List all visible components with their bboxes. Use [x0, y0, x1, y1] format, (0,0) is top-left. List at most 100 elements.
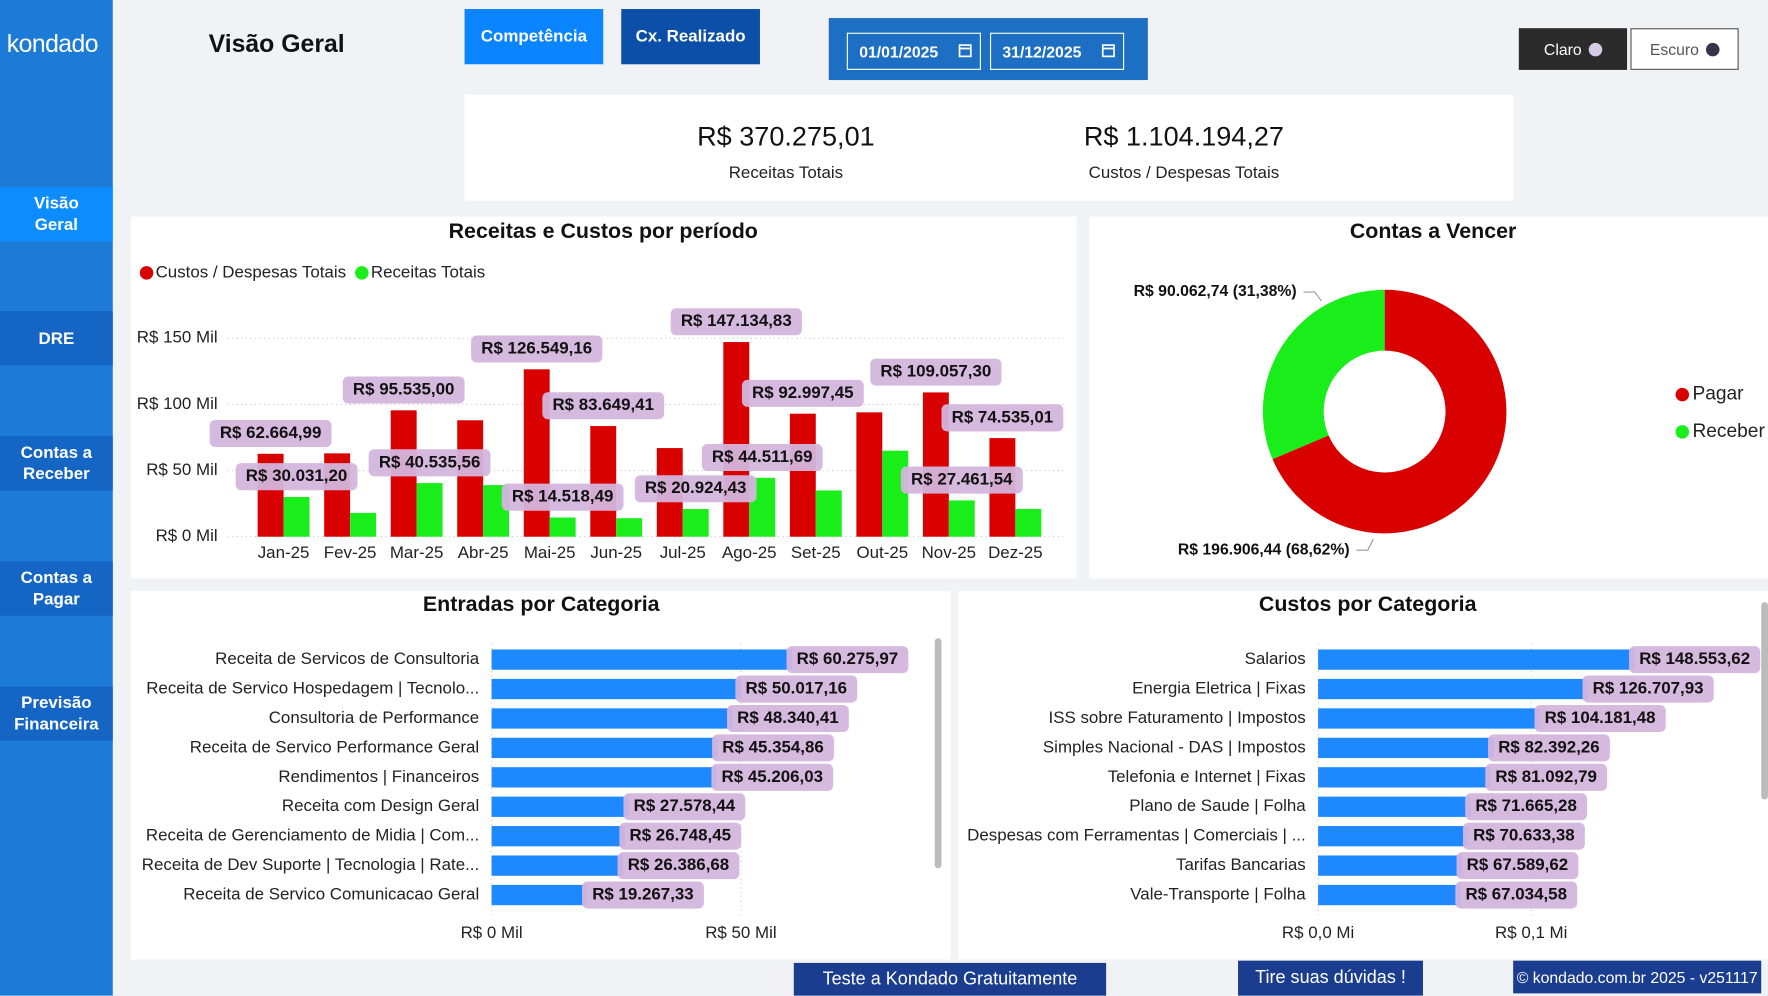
calendar-icon	[1101, 44, 1115, 58]
value-label: R$ 30.031,20	[246, 466, 348, 485]
theme-button[interactable]: Escuro	[1630, 28, 1739, 70]
value-label: R$ 45.206,03	[722, 767, 824, 786]
x-tick-label: Mai-25	[524, 543, 576, 562]
bar	[457, 420, 484, 537]
nav-item[interactable]: Contas a Pagar	[0, 561, 113, 616]
value-label-box	[617, 852, 740, 880]
bar	[789, 413, 816, 537]
y-tick-label: Tarifas Bancarias	[1176, 855, 1306, 874]
y-tick-label: Receita de Gerenciamento de Midia | Com.…	[146, 826, 479, 845]
theme-text: Claro	[1543, 40, 1582, 59]
value-label: R$ 20.924,43	[645, 478, 747, 497]
scrollbar[interactable]	[934, 638, 942, 869]
legend-label: Custos / Despesas Totais	[156, 262, 346, 281]
legend-label: Receber	[1692, 421, 1765, 442]
nav-item[interactable]: Contas a Receber	[0, 436, 113, 491]
value-label: R$ 82.392,26	[1498, 737, 1600, 756]
x-tick-label: Dez-25	[988, 543, 1043, 562]
value-label: R$ 92.997,45	[752, 383, 854, 402]
kpi-value: R$ 1.104.194,27	[1083, 121, 1284, 153]
footer-button[interactable]: Tire suas dúvidas !	[1238, 960, 1423, 996]
y-tick-label: Vale-Transporte | Folha	[1130, 885, 1306, 904]
bar	[1318, 767, 1491, 788]
value-label: R$ 74.535,01	[952, 407, 1054, 426]
nav-item[interactable]: Visão Geral	[0, 187, 113, 242]
theme-button[interactable]: Claro	[1518, 28, 1628, 70]
date-input[interactable]: 01/01/2025	[846, 32, 981, 70]
value-label-box	[1485, 763, 1608, 791]
value-label: R$ 126.707,93	[1593, 679, 1704, 698]
value-label-box	[209, 419, 332, 448]
y-tick-label: Salarios	[1245, 649, 1306, 668]
chart-title: Entradas por Categoria	[423, 592, 661, 616]
value-label: R$ 95.535,00	[353, 379, 455, 398]
legend-marker	[1675, 387, 1690, 402]
bar	[283, 496, 310, 537]
x-tick-label: Out-25	[856, 543, 908, 562]
bar	[723, 342, 750, 537]
value-label: R$ 50.017,16	[746, 679, 848, 698]
footer-text: © kondado.com.br 2025 - v251117	[1513, 960, 1762, 994]
chart-title: Custos por Categoria	[1259, 592, 1478, 616]
bar	[1318, 649, 1635, 670]
x-tick-label: R$ 0 Mil	[461, 923, 523, 942]
value-label-box	[342, 376, 465, 404]
value-label-box	[727, 704, 849, 733]
donut-slice	[1272, 289, 1507, 534]
y-tick-label: R$ 50 Mil	[146, 460, 217, 479]
nav-item[interactable]: Previsão Financeira	[0, 686, 113, 741]
value-label: R$ 126.549,16	[481, 338, 592, 357]
scrollbar[interactable]	[1761, 602, 1768, 800]
y-tick-label: Receita de Servico Performance Geral	[190, 737, 479, 756]
bar	[549, 517, 576, 537]
bar	[1318, 884, 1461, 906]
value-label-box	[1465, 793, 1588, 821]
date-input[interactable]: 31/12/2025	[989, 32, 1125, 70]
chart-title: Contas a Vencer	[1350, 219, 1517, 243]
date-text: 01/01/2025	[859, 42, 939, 61]
nav-item[interactable]: DRE	[0, 311, 113, 366]
legend-marker	[139, 266, 154, 280]
bar	[856, 412, 883, 537]
value-label-box	[471, 335, 603, 363]
value-label-box	[900, 466, 1023, 494]
bar	[1318, 737, 1494, 759]
brand-logo[interactable]: kondado	[6, 29, 99, 58]
legend-label: Pagar	[1692, 384, 1744, 405]
button[interactable]: Cx. Realizado	[621, 9, 760, 65]
button[interactable]: Competência	[464, 9, 604, 65]
value-label-box	[1456, 852, 1579, 880]
footer-button[interactable]: Teste a Kondado Gratuitamente	[793, 962, 1107, 996]
x-tick-label: Jun-25	[590, 543, 642, 562]
value-label-box	[1582, 675, 1714, 703]
x-tick-label: Mar-25	[390, 543, 444, 562]
bar	[416, 483, 443, 537]
value-label: R$ 83.649,41	[552, 395, 654, 414]
bar	[948, 500, 975, 537]
value-label: R$ 60.275,97	[797, 649, 899, 668]
y-tick-label: R$ 0 Mil	[156, 526, 218, 545]
value-label-box	[670, 308, 802, 336]
y-tick-label: Receita com Design Geral	[282, 796, 479, 815]
value-label: R$ 196.906,44 (68,62%)	[1178, 541, 1350, 558]
chart-title: Receitas e Custos por período	[449, 219, 758, 243]
x-tick-label: R$ 0,1 Mi	[1495, 923, 1567, 942]
bar	[491, 796, 630, 817]
leader-line	[1356, 538, 1374, 551]
value-label: R$ 26.386,68	[628, 855, 730, 874]
value-label-box	[786, 646, 909, 674]
value-label: R$ 67.589,62	[1467, 855, 1569, 874]
legend-marker	[1675, 425, 1690, 439]
bar	[350, 512, 377, 537]
value-label: R$ 48.340,41	[737, 708, 839, 727]
y-tick-label: Telefonia e Internet | Fixas	[1108, 767, 1306, 786]
value-label-box	[619, 822, 742, 850]
value-label: R$ 67.034,58	[1465, 885, 1567, 904]
bar	[491, 855, 624, 876]
theme-text: Escuro	[1649, 40, 1699, 59]
bar	[1318, 708, 1541, 729]
y-tick-label: R$ 100 Mil	[137, 394, 218, 413]
